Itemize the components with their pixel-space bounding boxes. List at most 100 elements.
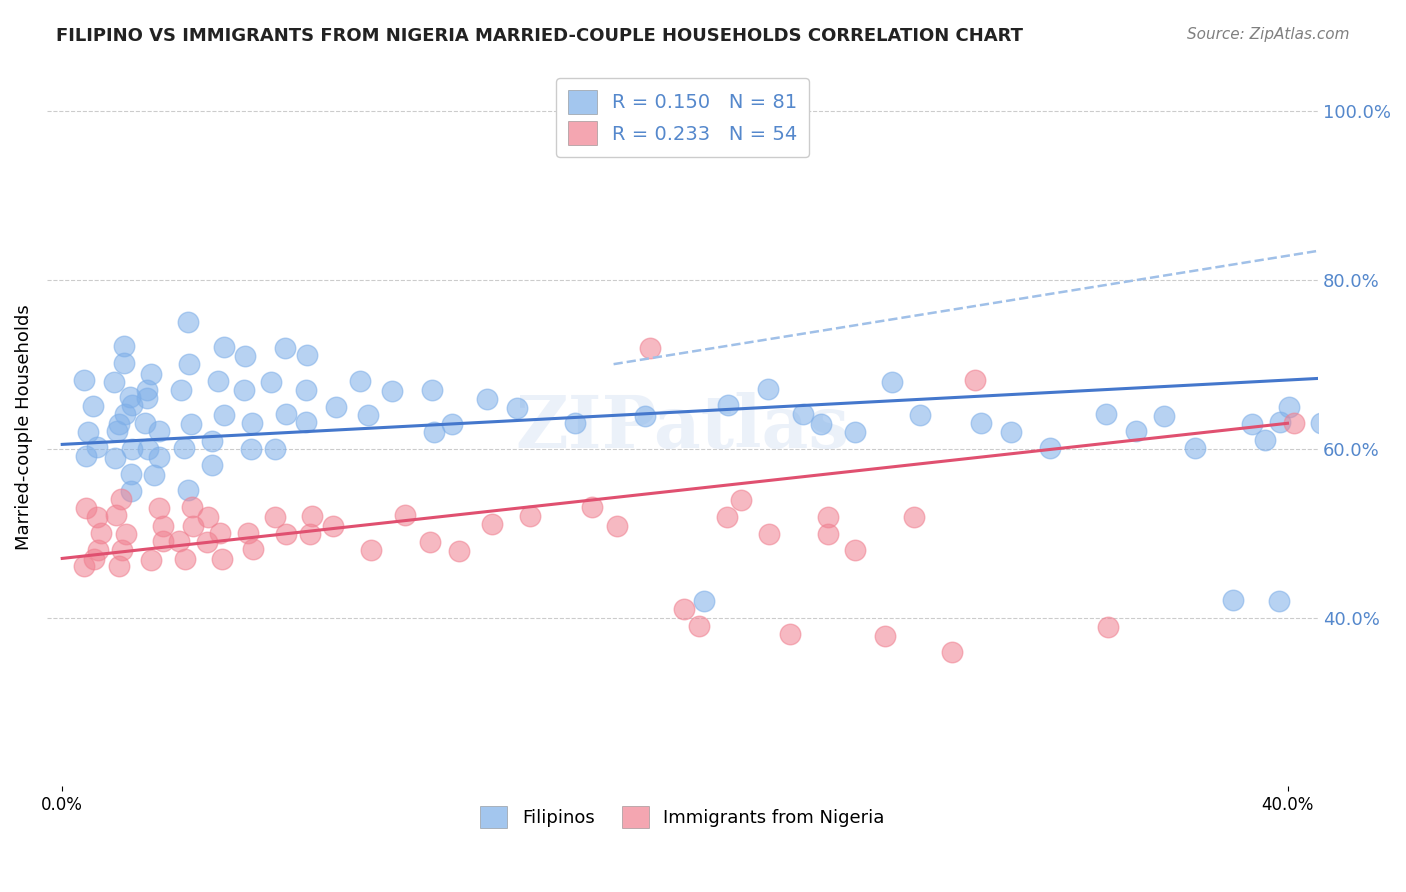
Point xyxy=(142,468,165,483)
Point xyxy=(209,526,232,541)
Point xyxy=(177,483,200,497)
Point xyxy=(810,417,832,431)
Point xyxy=(1340,416,1362,430)
Point xyxy=(294,415,316,429)
Point xyxy=(1039,441,1062,455)
Point xyxy=(233,350,256,364)
Point xyxy=(90,526,112,541)
Point xyxy=(1000,425,1022,439)
Point xyxy=(844,543,866,558)
Point xyxy=(103,376,125,390)
Point xyxy=(118,391,141,405)
Point xyxy=(201,458,224,472)
Point xyxy=(197,510,219,524)
Point xyxy=(1125,425,1147,439)
Point xyxy=(181,500,204,514)
Point xyxy=(505,401,527,415)
Point xyxy=(274,407,297,421)
Text: Source: ZipAtlas.com: Source: ZipAtlas.com xyxy=(1187,27,1350,42)
Point xyxy=(177,358,200,372)
Point xyxy=(152,518,174,533)
Point xyxy=(380,384,402,398)
Point xyxy=(1222,593,1244,607)
Point xyxy=(688,619,710,633)
Point xyxy=(477,392,499,407)
Point xyxy=(167,533,190,548)
Point xyxy=(360,543,382,558)
Point xyxy=(440,417,463,431)
Point xyxy=(110,491,132,506)
Point xyxy=(121,399,143,413)
Point xyxy=(792,407,814,421)
Point xyxy=(298,527,321,541)
Point xyxy=(195,535,218,549)
Point xyxy=(242,542,264,557)
Point xyxy=(693,594,716,608)
Point xyxy=(148,450,170,464)
Point xyxy=(817,527,839,541)
Point xyxy=(148,500,170,515)
Point xyxy=(357,408,380,422)
Point xyxy=(394,508,416,522)
Point xyxy=(181,518,204,533)
Point xyxy=(633,409,655,423)
Point xyxy=(844,425,866,440)
Point xyxy=(963,373,986,387)
Point xyxy=(264,510,287,524)
Point xyxy=(112,339,135,353)
Legend: Filipinos, Immigrants from Nigeria: Filipinos, Immigrants from Nigeria xyxy=(474,798,891,835)
Point xyxy=(260,375,283,389)
Point xyxy=(73,373,96,387)
Point xyxy=(134,416,156,430)
Point xyxy=(581,500,603,515)
Point xyxy=(903,510,925,524)
Point xyxy=(180,417,202,431)
Point xyxy=(274,341,297,355)
Point xyxy=(239,442,262,456)
Point xyxy=(970,416,993,430)
Point xyxy=(207,374,229,388)
Point xyxy=(114,407,136,421)
Point xyxy=(111,543,134,558)
Point xyxy=(148,425,170,439)
Point xyxy=(717,398,740,412)
Point xyxy=(519,508,541,523)
Point xyxy=(1268,415,1291,429)
Point xyxy=(908,408,931,422)
Point xyxy=(1268,594,1291,608)
Point xyxy=(880,375,903,389)
Point xyxy=(108,559,131,574)
Point xyxy=(263,442,285,456)
Y-axis label: Married-couple Households: Married-couple Households xyxy=(15,305,32,550)
Point xyxy=(236,526,259,541)
Point xyxy=(87,543,110,558)
Point xyxy=(606,518,628,533)
Point xyxy=(779,627,801,641)
Point xyxy=(121,442,143,457)
Point xyxy=(758,527,780,541)
Point xyxy=(139,367,162,381)
Point xyxy=(120,483,142,498)
Point xyxy=(1240,417,1263,431)
Point xyxy=(325,400,347,414)
Point xyxy=(1278,400,1301,414)
Point xyxy=(75,500,97,515)
Point xyxy=(941,645,963,659)
Point xyxy=(136,391,159,405)
Point xyxy=(82,399,104,413)
Point xyxy=(1254,434,1277,448)
Point xyxy=(201,434,224,448)
Point xyxy=(177,315,200,329)
Point xyxy=(295,384,318,398)
Point xyxy=(716,509,738,524)
Point xyxy=(1097,620,1119,634)
Point xyxy=(240,416,263,430)
Point xyxy=(873,629,896,643)
Point xyxy=(419,534,441,549)
Point xyxy=(730,493,752,508)
Point xyxy=(152,534,174,549)
Point xyxy=(104,450,127,465)
Point xyxy=(349,374,371,388)
Point xyxy=(170,383,193,397)
Point xyxy=(638,341,661,355)
